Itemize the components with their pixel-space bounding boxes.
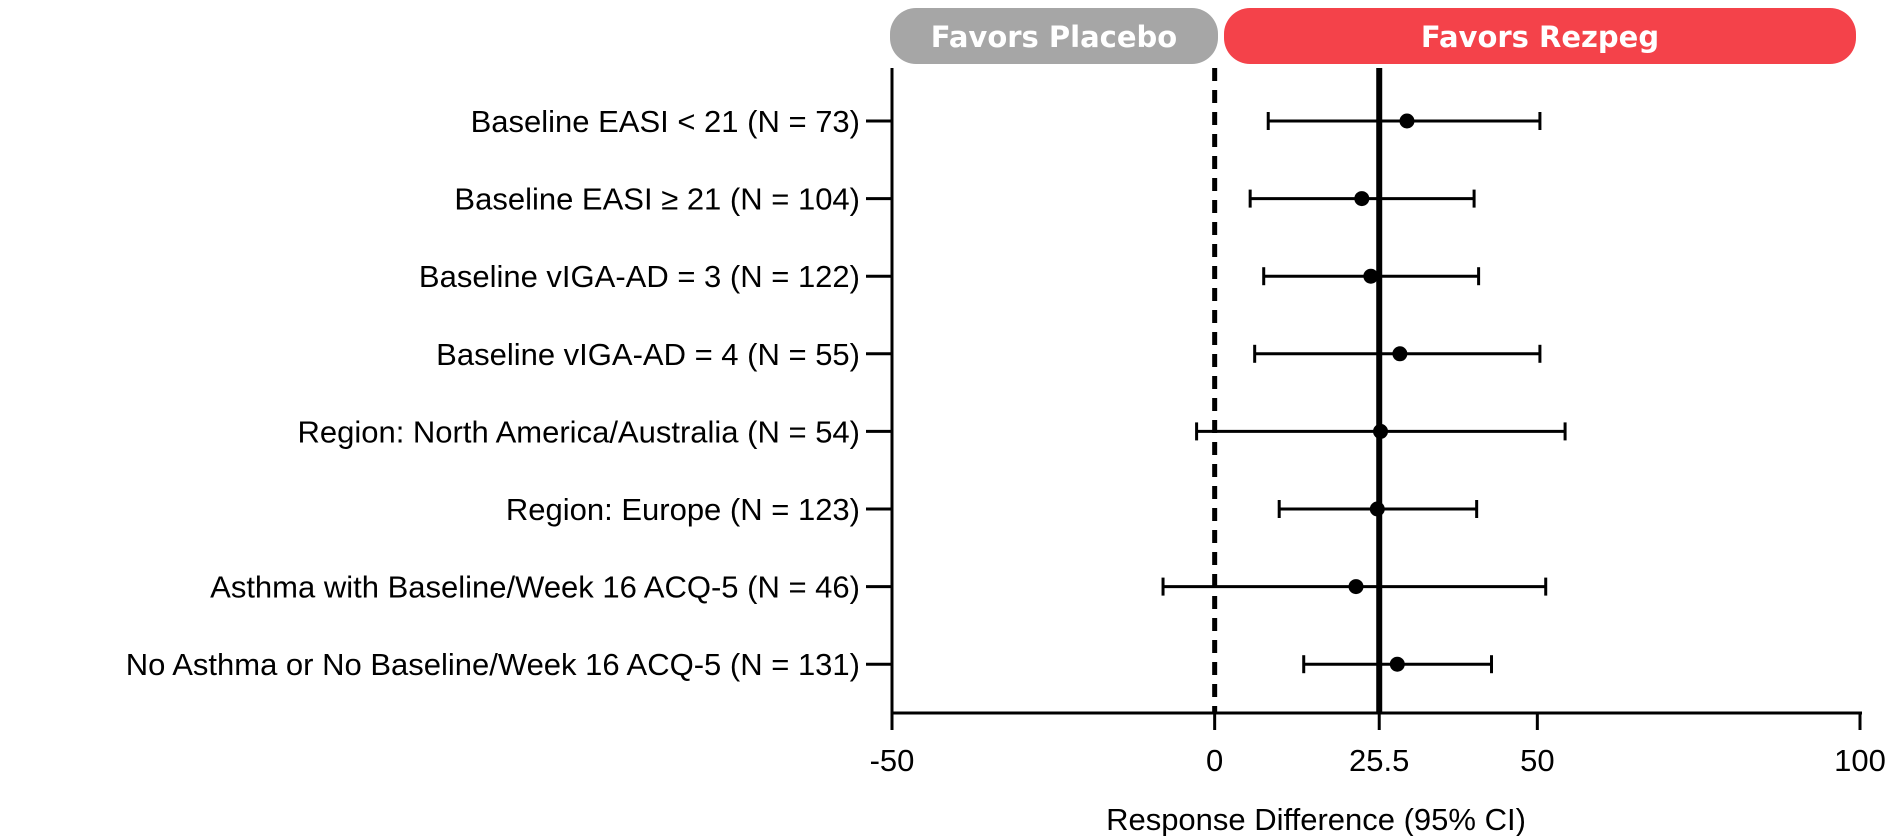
forest-rows: Baseline EASI < 21 (N = 73) Baseline EASI…: [126, 104, 1567, 682]
row-label: Baseline EASI < 21 (N = 73): [471, 104, 860, 139]
point-estimate: [1354, 191, 1370, 207]
x-tick-label: 50: [1520, 743, 1554, 778]
row-label: Region: North America/Australia (N = 54): [297, 414, 860, 449]
point-estimate: [1399, 113, 1415, 129]
forest-row: Region: North America/Australia (N = 54): [297, 414, 1567, 449]
forest-row: No Asthma or No Baseline/Week 16 ACQ-5 (…: [126, 647, 1494, 682]
forest-row: Baseline EASI ≥ 21 (N = 104): [454, 182, 1476, 217]
point-estimate: [1363, 268, 1379, 284]
x-tick-label: 25.5: [1349, 743, 1409, 778]
row-label: No Asthma or No Baseline/Week 16 ACQ-5 (…: [126, 647, 860, 682]
x-axis-ticks: -50 0 25.5 50 100: [870, 713, 1886, 778]
forest-row: Region: Europe (N = 123): [506, 492, 1479, 527]
x-tick-label: 100: [1834, 743, 1886, 778]
row-label: Region: Europe (N = 123): [506, 492, 860, 527]
banner-favors-placebo-label: Favors Placebo: [931, 20, 1177, 54]
point-estimate: [1348, 579, 1364, 595]
row-label: Baseline vIGA-AD = 4 (N = 55): [436, 337, 860, 372]
forest-row: Baseline vIGA-AD = 3 (N = 122): [419, 259, 1481, 294]
reference-lines: [1212, 68, 1383, 713]
banner-favors-rezpeg: Favors Rezpeg: [1224, 8, 1856, 64]
banner-favors-rezpeg-bg: [1224, 8, 1856, 64]
row-label: Baseline vIGA-AD = 3 (N = 122): [419, 259, 860, 294]
point-estimate: [1373, 423, 1389, 439]
banner-favors-placebo-bg: [890, 8, 1218, 64]
point-estimate: [1369, 501, 1385, 517]
forest-row: Baseline EASI < 21 (N = 73): [471, 104, 1542, 139]
row-label: Asthma with Baseline/Week 16 ACQ-5 (N = …: [210, 570, 860, 605]
x-tick-label: 0: [1206, 743, 1223, 778]
point-estimate: [1389, 656, 1405, 672]
forest-row: Asthma with Baseline/Week 16 ACQ-5 (N = …: [210, 570, 1548, 605]
point-estimate: [1392, 346, 1408, 362]
banner-favors-placebo: Favors Placebo: [890, 8, 1218, 64]
forest-row: Baseline vIGA-AD = 4 (N = 55): [436, 337, 1542, 372]
x-axis-title: Response Difference (95% CI): [1106, 802, 1526, 836]
banner-favors-rezpeg-label: Favors Rezpeg: [1421, 20, 1659, 54]
row-label: Baseline EASI ≥ 21 (N = 104): [454, 182, 860, 217]
x-tick-label: -50: [870, 743, 915, 778]
